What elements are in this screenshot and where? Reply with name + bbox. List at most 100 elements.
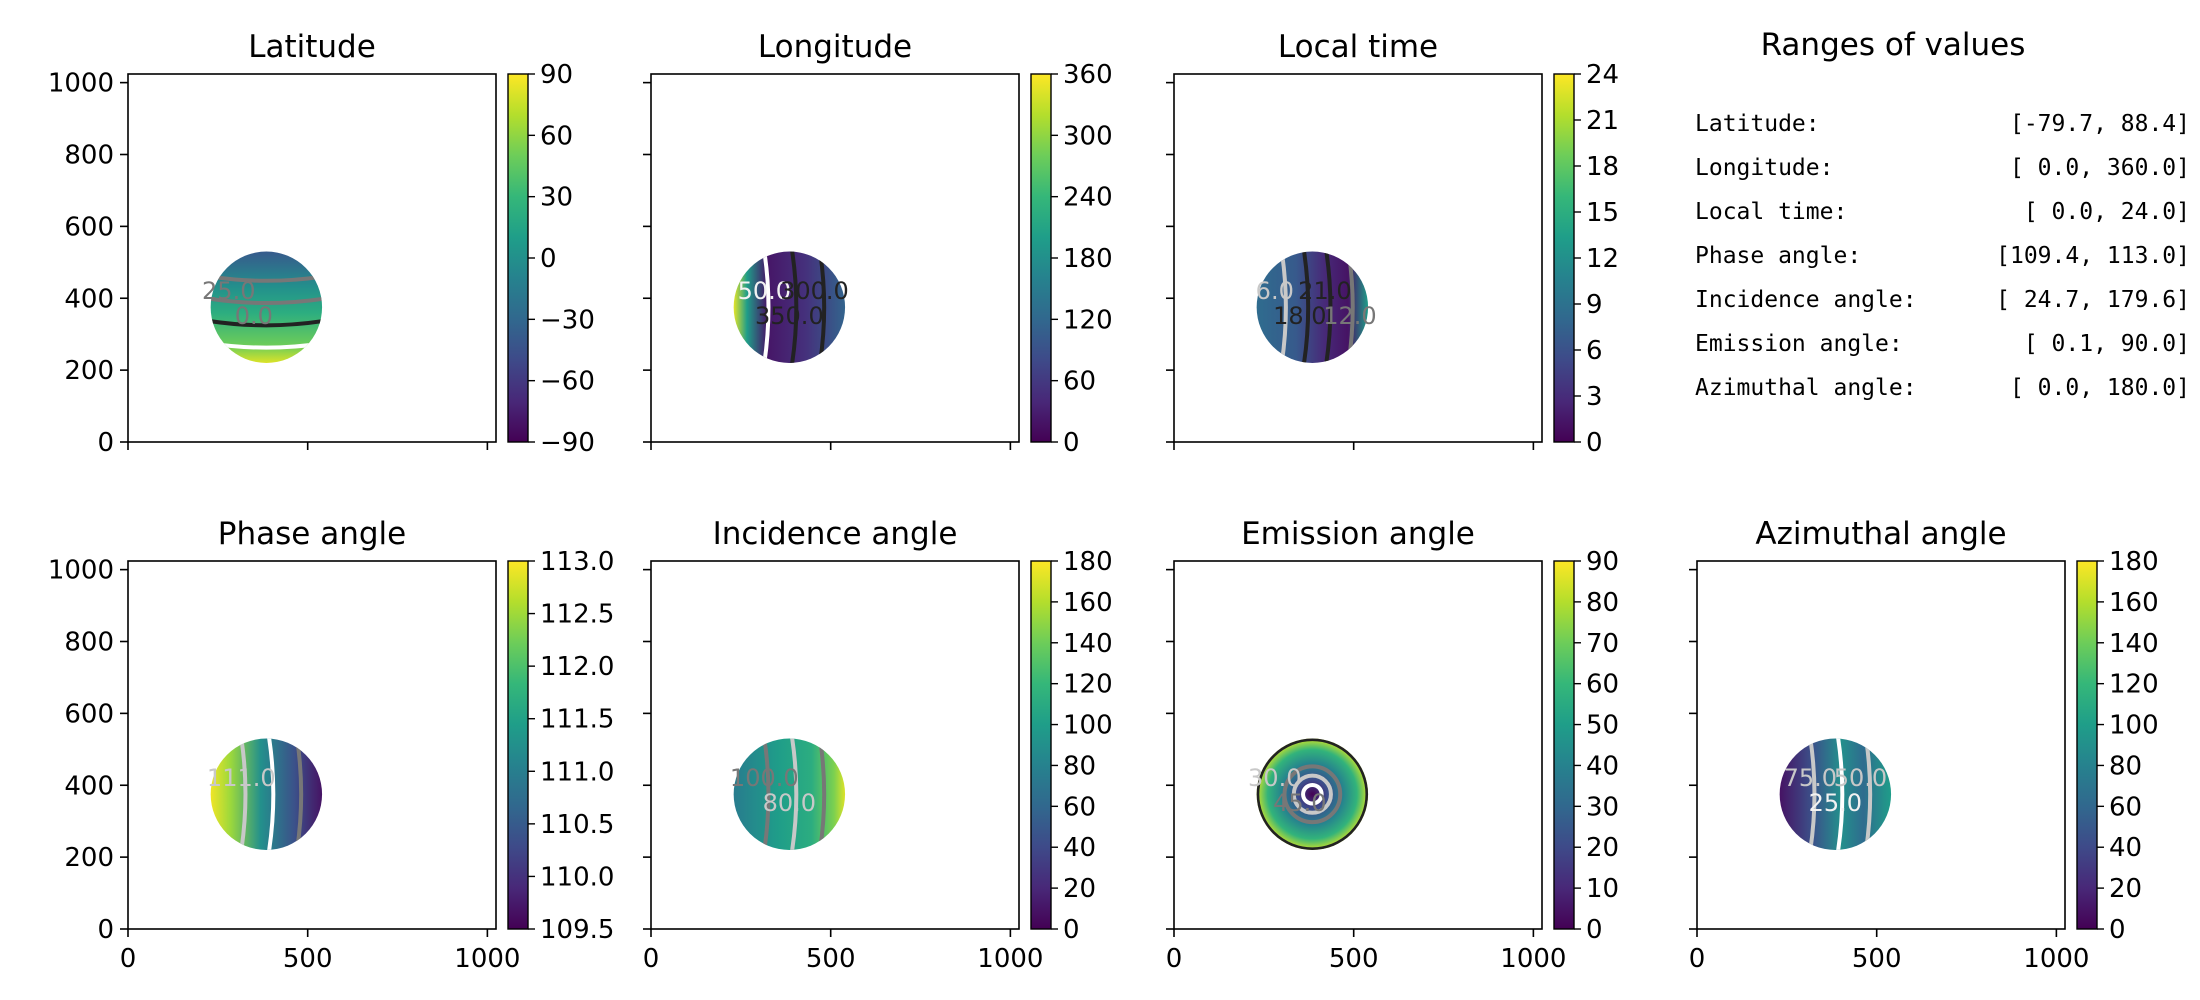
y-tick-label: 1000 bbox=[48, 69, 114, 99]
colorbar-tick-label: −30 bbox=[540, 305, 595, 335]
contour-label: 111.0 bbox=[207, 764, 276, 792]
range-value: [109.4, 113.0] bbox=[1996, 243, 2190, 269]
range-label: Latitude: bbox=[1695, 111, 1820, 137]
x-tick-label: 1000 bbox=[454, 944, 520, 974]
y-tick-label: 0 bbox=[97, 915, 114, 945]
colorbar-tick-label: 12 bbox=[1586, 244, 1619, 274]
range-value: [ 0.0, 180.0] bbox=[2010, 375, 2190, 401]
axes-frame bbox=[127, 560, 497, 930]
colorbar-tick-label: 0 bbox=[1586, 428, 1603, 458]
axes-frame bbox=[1173, 560, 1543, 930]
panel-local-time: Local time 6.018.021.012.0 24 21 18 15 12 9 6 3 0 bbox=[1166, 29, 1619, 458]
contour-label: 50.0 bbox=[1834, 764, 1887, 792]
colorbar-tick-label: 50 bbox=[1586, 711, 1619, 741]
colorbar-tick-label: 30 bbox=[1586, 792, 1619, 822]
colorbar-tick-label: 40 bbox=[2109, 833, 2142, 863]
colorbar-tick-label: 120 bbox=[1063, 305, 1113, 335]
contour-label: 25.0 bbox=[202, 277, 255, 305]
colorbar-tick-label: 20 bbox=[1063, 874, 1096, 904]
contour-label: 50.0 bbox=[738, 277, 791, 305]
x-tick-label: 500 bbox=[1852, 944, 1902, 974]
colorbar-tick-label: 240 bbox=[1063, 183, 1113, 213]
ranges-title: Ranges of values bbox=[1761, 27, 2026, 63]
range-label: Local time: bbox=[1695, 199, 1847, 225]
range-value: [-79.7, 88.4] bbox=[2010, 111, 2190, 137]
contour-label: 0.0 bbox=[235, 302, 273, 330]
contour-line bbox=[1291, 773, 1333, 815]
disk-image bbox=[733, 738, 846, 850]
axes-frame bbox=[127, 73, 497, 443]
colorbar-tick-label: 20 bbox=[2109, 874, 2142, 904]
range-label: Emission angle: bbox=[1695, 331, 1903, 357]
axes-frame bbox=[1696, 560, 2066, 930]
contour-label: 12.0 bbox=[1323, 302, 1376, 330]
y-tick-label: 800 bbox=[64, 628, 114, 658]
x-tick-label: 0 bbox=[1689, 944, 1706, 974]
y-tick-label: 600 bbox=[64, 212, 114, 242]
colorbar-tick-label: 110.0 bbox=[540, 862, 614, 892]
y-tick-label: 200 bbox=[64, 843, 114, 873]
colorbar-tick-label: 9 bbox=[1586, 290, 1603, 320]
colorbar-tick-label: 140 bbox=[1063, 629, 1113, 659]
disk-image bbox=[1779, 738, 1892, 850]
colorbar-tick-label: 60 bbox=[1586, 670, 1619, 700]
range-value: [ 24.7, 179.6] bbox=[1996, 287, 2190, 313]
colorbar-tick-label: 18 bbox=[1586, 152, 1619, 182]
colorbar-tick-label: 180 bbox=[2109, 547, 2159, 577]
colorbar-tick-label: 3 bbox=[1586, 382, 1603, 412]
colorbar-tick-label: 6 bbox=[1586, 336, 1603, 366]
y-tick-label: 800 bbox=[64, 141, 114, 171]
colorbar-tick-label: 60 bbox=[1063, 367, 1096, 397]
axes-frame bbox=[650, 560, 1020, 930]
range-label: Azimuthal angle: bbox=[1695, 375, 1917, 401]
panel-title: Local time bbox=[1278, 29, 1438, 65]
colorbar-tick-label: 15 bbox=[1586, 198, 1619, 228]
colorbar-tick-label: 112.5 bbox=[540, 600, 614, 630]
contour-label: 80.0 bbox=[763, 789, 816, 817]
contour-label: 25.0 bbox=[1809, 789, 1862, 817]
colorbar-tick-label: 109.5 bbox=[540, 915, 614, 945]
colorbar bbox=[1030, 73, 1052, 443]
y-tick-label: 600 bbox=[64, 699, 114, 729]
range-value: [ 0.1, 90.0] bbox=[2024, 331, 2190, 357]
colorbar-tick-label: 80 bbox=[2109, 751, 2142, 781]
contour-line bbox=[1282, 764, 1343, 825]
contour-label: 6.0 bbox=[1256, 277, 1294, 305]
x-tick-label: 0 bbox=[643, 944, 660, 974]
colorbar-tick-label: 113.0 bbox=[540, 547, 614, 577]
colorbar-tick-label: 140 bbox=[2109, 629, 2159, 659]
colorbar-tick-label: 30 bbox=[540, 183, 573, 213]
contour-line bbox=[1256, 738, 1369, 850]
colorbar-tick-label: 10 bbox=[1586, 874, 1619, 904]
colorbar-tick-label: 0 bbox=[2109, 915, 2126, 945]
disk-image bbox=[1256, 738, 1369, 850]
panel-title: Longitude bbox=[758, 29, 912, 65]
y-tick-label: 200 bbox=[64, 356, 114, 386]
colorbar-tick-label: −60 bbox=[540, 367, 595, 397]
colorbar-tick-label: 112.0 bbox=[540, 652, 614, 682]
contour-label: 300.0 bbox=[780, 277, 849, 305]
colorbar bbox=[1030, 560, 1052, 930]
colorbar-tick-label: 120 bbox=[1063, 670, 1113, 700]
colorbar-tick-label: 100 bbox=[1063, 711, 1113, 741]
panel-latitude: Latitude 25.00.0 0 200 400 600 800 1000 90 60 30 0 −… bbox=[48, 29, 595, 458]
contour-label: 30.0 bbox=[1248, 764, 1301, 792]
colorbar bbox=[1553, 560, 1575, 930]
colorbar-tick-label: 110.5 bbox=[540, 810, 614, 840]
contour-label: 45.0 bbox=[1273, 789, 1326, 817]
y-tick-label: 400 bbox=[64, 771, 114, 801]
colorbar-tick-label: 160 bbox=[2109, 588, 2159, 618]
colorbar bbox=[2076, 560, 2098, 930]
axes-frame bbox=[1173, 73, 1543, 443]
colorbar-tick-label: 0 bbox=[540, 244, 557, 274]
colorbar-tick-label: 360 bbox=[1063, 60, 1113, 90]
colorbar-tick-label: 160 bbox=[1063, 588, 1113, 618]
x-tick-label: 0 bbox=[120, 944, 137, 974]
colorbar bbox=[507, 73, 529, 443]
panel-phase-angle: Phase angle 111.0 0 500 1000 0 200 400 600 800 100… bbox=[48, 516, 615, 974]
x-tick-label: 500 bbox=[1329, 944, 1379, 974]
colorbar-tick-label: 24 bbox=[1586, 60, 1619, 90]
colorbar-tick-label: −90 bbox=[540, 428, 595, 458]
panel-title: Emission angle bbox=[1241, 516, 1475, 552]
